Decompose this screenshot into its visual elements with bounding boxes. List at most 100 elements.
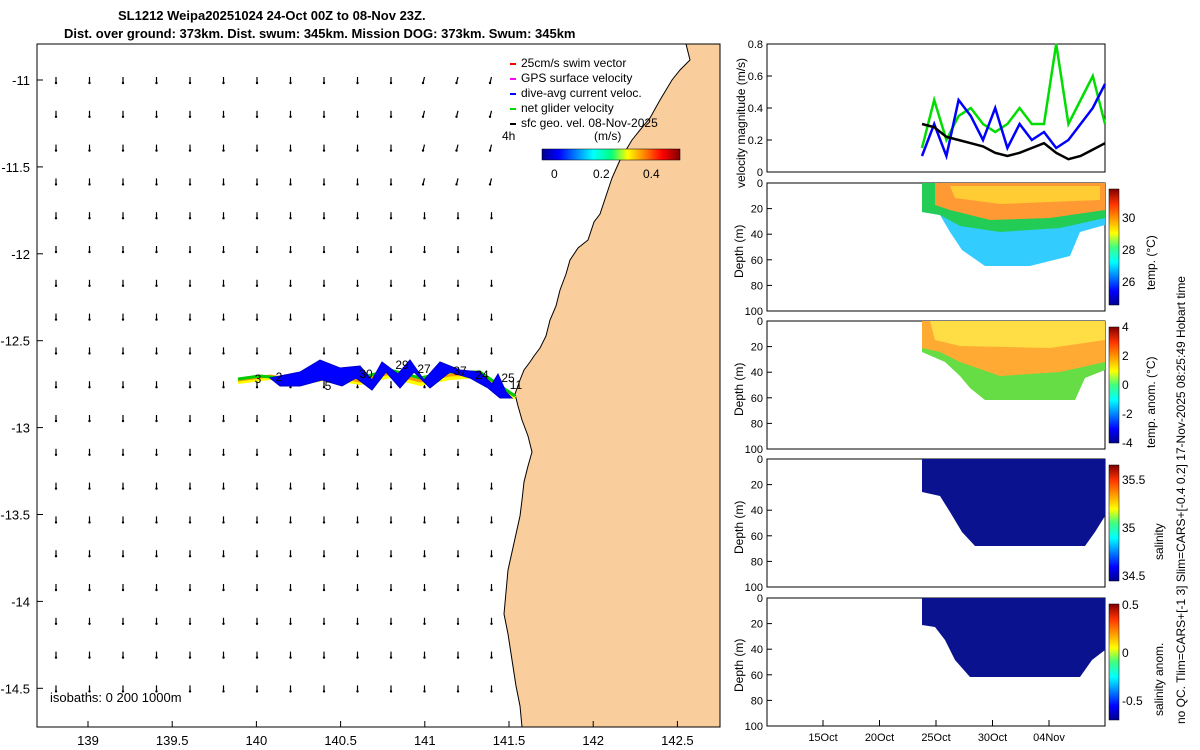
vector-arrow-head (456, 521, 460, 524)
depth-tick: 40 (751, 644, 763, 656)
vector-arrow-head (88, 352, 91, 355)
vector-arrow-head (488, 115, 492, 119)
depth-tick: 20 (751, 204, 763, 216)
colorbar-4h-label: 4h (502, 129, 516, 143)
legend-item: GPS surface velocity (510, 71, 658, 86)
time-tick: 25Oct (921, 732, 950, 744)
glider-track (237, 359, 517, 400)
vector-arrow-head (88, 81, 91, 85)
vector-arrow-head (188, 487, 192, 490)
vector-arrow-head (255, 453, 259, 456)
vector-arrow-head (423, 622, 426, 625)
vector-arrow-head (289, 521, 292, 524)
legend-item: sfc geo. vel. 08-Nov-2025 (510, 116, 658, 131)
vector-arrow-head (356, 419, 359, 423)
vector-arrow-head (222, 521, 225, 524)
colorbar-tick-label: 28 (1122, 243, 1136, 257)
vector-arrow-head (121, 318, 125, 321)
vector-arrow-head (322, 386, 326, 389)
vector-arrow-head (54, 622, 58, 625)
vector-arrow-head (423, 690, 426, 693)
vector-arrow-head (121, 81, 125, 85)
vector-arrow-head (356, 386, 359, 389)
vector-arrow-head (356, 690, 359, 693)
vector-arrow-head (490, 419, 493, 423)
vector-arrow-head (155, 149, 158, 152)
vector-arrow-head (456, 690, 460, 693)
vector-arrow-head (155, 588, 158, 592)
vector-arrow-head (289, 115, 292, 119)
legend-swatch (510, 122, 516, 125)
vector-arrow-head (222, 386, 225, 389)
vector-arrow-head (255, 318, 259, 321)
track-label: 3 (255, 372, 262, 386)
vector-arrow-head (490, 555, 493, 558)
vector-arrow-head (289, 352, 292, 355)
vector-arrow-head (188, 588, 192, 592)
colorbar-tick-label: 26 (1122, 275, 1136, 289)
vector-arrow-head (88, 521, 91, 524)
map-legend: 25cm/s swim vector GPS surface velocity di… (510, 56, 658, 131)
vector-arrow-head (155, 284, 158, 287)
vector-arrow-head (54, 149, 58, 152)
map-x-tick-label: 142 (582, 733, 604, 748)
track-label: 29 (395, 358, 409, 372)
vector-arrow-head (155, 183, 158, 186)
vector-arrow-head (121, 690, 125, 693)
vector-arrow-head (389, 81, 393, 85)
title-line-2: Dist. over ground: 373km. Dist. swum: 34… (64, 26, 576, 41)
vector-arrow-head (88, 690, 91, 693)
legend-swatch (510, 77, 516, 80)
colorbar-tick-label: 0.5 (1122, 598, 1139, 612)
vector-arrow-head (54, 115, 58, 119)
vector-arrow-head (255, 217, 259, 220)
vector-arrow-head (322, 487, 326, 490)
depth-tick: 60 (751, 531, 763, 543)
depth-tick: 20 (751, 480, 763, 492)
vector-arrow-head (88, 588, 91, 592)
vector-arrow-head (389, 284, 393, 287)
vector-arrow-head (88, 149, 91, 152)
vector-arrow-head (121, 149, 125, 152)
vector-arrow-head (289, 81, 292, 85)
depth-tick: 0 (757, 178, 763, 190)
vector-arrow-head (322, 284, 326, 287)
vector-arrow-head (322, 352, 326, 355)
colorbar-tick-label: 35.5 (1122, 473, 1146, 487)
vector-arrow-head (255, 487, 259, 490)
vector-arrow-head (289, 183, 292, 186)
map-x-tick-label: 139.5 (156, 733, 189, 748)
vector-arrow-head (255, 115, 259, 119)
vector-arrow-head (488, 81, 492, 85)
side-note: no QC. Tlim=CARS+[-1 3] Slim=CARS+[-0.4 … (1174, 276, 1188, 724)
vector-arrow-head (456, 656, 460, 659)
vector-arrow-head (455, 115, 458, 119)
legend-item: net glider velocity (510, 101, 658, 116)
depth-tick: 60 (751, 393, 763, 405)
vector-arrow-head (322, 555, 326, 558)
map-y-tick-label: -11.5 (1, 160, 30, 175)
map-y-tick-label: -12 (11, 247, 30, 262)
vector-arrow-head (389, 656, 393, 659)
depth-tick: 20 (751, 342, 763, 354)
vector-arrow-head (456, 352, 460, 355)
vector-arrow-head (456, 453, 460, 456)
vector-arrow-head (121, 386, 125, 389)
vector-arrow-head (456, 622, 460, 625)
vector-arrow-head (490, 352, 493, 355)
vector-arrow-head (423, 521, 426, 524)
vector-arrow-head (322, 217, 326, 220)
vector-arrow-head (88, 318, 91, 321)
vector-arrow-head (255, 555, 259, 558)
vector-arrow-head (255, 656, 259, 659)
vector-arrow-head (322, 149, 326, 152)
vector-arrow-head (222, 183, 225, 186)
vector-arrow-head (54, 81, 58, 85)
vector-arrow-head (356, 453, 359, 456)
vector-arrow-head (155, 352, 158, 355)
salinity-anom-ylabel: Depth (m) (732, 638, 746, 692)
salinity-cbar-label: salinity (1152, 523, 1166, 560)
vector-arrow-head (490, 487, 493, 490)
vector-arrow-head (255, 588, 259, 592)
